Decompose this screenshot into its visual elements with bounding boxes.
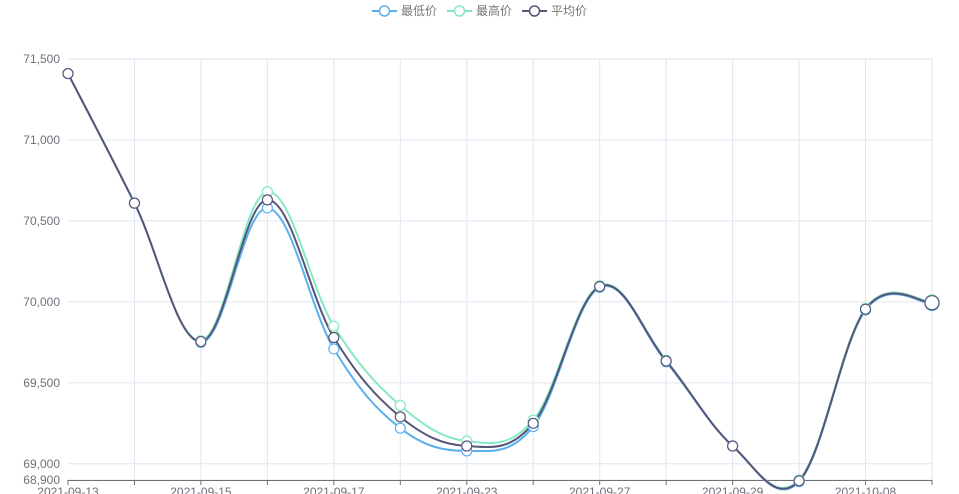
axes: 68,900 69,000 69,500 70,000 70,500 71,000 71,5… [23, 52, 933, 494]
data-point[interactable] [594, 280, 606, 293]
data-point[interactable] [660, 355, 672, 367]
data-point[interactable] [394, 399, 406, 412]
data-point[interactable] [328, 331, 340, 344]
legend-swatch-icon [371, 4, 397, 17]
data-point[interactable] [328, 320, 340, 332]
x-tick-label: 2021-09-23 [436, 485, 498, 494]
grid-lines [68, 58, 933, 481]
data-point[interactable] [527, 417, 539, 429]
y-tick-label: 69,000 [23, 457, 60, 471]
series-line-2 [67, 73, 933, 490]
chart-legend: 最低价 最高价 平均价 [0, 2, 959, 19]
series-lines [67, 73, 933, 491]
x-tick-label: 2021-09-17 [303, 485, 365, 494]
data-point[interactable] [461, 440, 473, 452]
legend-item-1[interactable]: 最高价 [446, 2, 512, 19]
series-line-0 [67, 73, 933, 491]
x-tick-label: 2021-09-13 [37, 485, 99, 494]
legend-swatch-icon [446, 4, 472, 17]
data-point[interactable] [793, 475, 805, 487]
y-tick-label: 70,500 [23, 214, 60, 228]
y-tick-label: 68,900 [23, 473, 60, 487]
data-point[interactable] [62, 67, 74, 80]
legend-item-2[interactable]: 平均价 [522, 2, 587, 19]
legend-swatch-icon [522, 4, 547, 17]
legend-item-0[interactable]: 最低价 [371, 2, 437, 19]
data-point[interactable] [924, 295, 940, 311]
y-tick-label: 70,000 [23, 295, 60, 309]
y-tick-label: 69,500 [23, 376, 60, 390]
x-tick-label: 2021-09-15 [170, 485, 232, 494]
data-points [62, 67, 940, 488]
data-point[interactable] [394, 411, 406, 423]
legend-label: 最低价 [400, 4, 437, 18]
data-point[interactable] [195, 335, 207, 348]
series-line-1 [67, 73, 933, 490]
data-point[interactable] [859, 303, 872, 315]
data-point[interactable] [261, 194, 273, 206]
y-tick-label: 71,500 [23, 52, 60, 66]
data-point[interactable] [394, 422, 406, 434]
data-point[interactable] [328, 343, 340, 355]
x-tick-label: 2021-10-08 [835, 485, 897, 494]
data-point[interactable] [727, 440, 739, 452]
legend-label: 平均价 [551, 4, 588, 18]
legend-label: 最高价 [475, 4, 512, 18]
x-tick-label: 2021-09-27 [569, 485, 631, 494]
y-tick-label: 71,000 [23, 133, 60, 147]
x-tick-label: 2021-09-29 [702, 485, 764, 494]
data-point[interactable] [128, 197, 141, 209]
